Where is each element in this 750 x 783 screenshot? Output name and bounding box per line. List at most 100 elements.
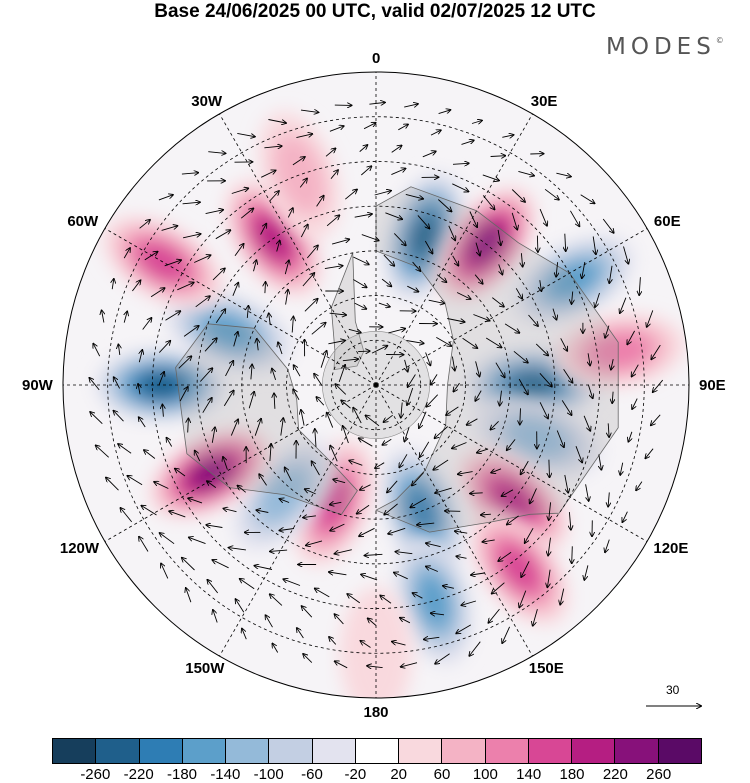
wind-arrow	[260, 224, 267, 235]
wind-arrow	[303, 654, 313, 663]
anomaly-center	[95, 349, 228, 421]
wind-arrow	[437, 199, 451, 212]
wind-arrow	[305, 489, 316, 495]
wind-arrow	[482, 195, 494, 209]
wind-arrow	[142, 318, 152, 330]
wind-arrow	[316, 397, 325, 406]
wind-arrow	[324, 266, 343, 269]
wind-arrow	[417, 523, 435, 525]
wind-arrow	[177, 283, 193, 291]
wind-arrow	[369, 102, 385, 104]
wind-arrow	[360, 484, 371, 490]
brand-mark: ©	[715, 36, 724, 45]
wind-arrow	[627, 330, 635, 344]
wind-arrow	[537, 235, 538, 252]
meridian-line	[375, 113, 533, 386]
wind-arrow	[259, 474, 267, 486]
wind-arrow	[456, 292, 471, 300]
wind-arrow	[435, 426, 448, 439]
wind-arrow	[294, 365, 301, 377]
wind-arrow	[183, 326, 199, 337]
wind-arrow	[525, 527, 534, 543]
wind-arrow	[564, 474, 568, 493]
wind-arrow	[608, 423, 609, 437]
meridian-line	[104, 228, 377, 386]
wind-arrow	[139, 417, 146, 428]
wind-arrow	[127, 476, 143, 486]
wind-arrow	[281, 418, 284, 436]
wind-arrow	[349, 461, 363, 466]
wind-arrow	[563, 369, 573, 382]
wind-arrow	[223, 509, 237, 512]
wind-arrow	[611, 359, 613, 370]
wind-arrow	[572, 546, 573, 563]
wind-arrow	[300, 225, 308, 238]
wind-arrow	[387, 480, 398, 493]
wind-arrow	[329, 126, 344, 132]
wind-arrow	[608, 492, 609, 506]
wind-arrow	[401, 402, 402, 418]
wind-arrow	[314, 374, 323, 387]
wind-arrow	[521, 460, 529, 474]
wind-arrow	[207, 580, 219, 594]
longitude-label: 120W	[59, 540, 100, 557]
wind-arrow	[354, 214, 372, 218]
wind-arrow	[585, 484, 589, 501]
wind-arrow	[540, 280, 542, 291]
wind-arrow	[278, 342, 283, 355]
wind-arrow	[120, 508, 133, 523]
wind-arrow	[399, 454, 408, 467]
wind-arrow	[186, 588, 192, 603]
wind-arrow	[342, 359, 358, 361]
wind-arrow	[202, 398, 212, 413]
wind-arrow	[277, 241, 280, 252]
wind-arrow	[272, 369, 277, 381]
wind-arrow	[231, 188, 249, 194]
wind-arrow	[547, 569, 550, 588]
wind-arrow	[435, 653, 450, 664]
wind-arrow	[405, 359, 408, 372]
colorbar-tick-label: -260	[80, 766, 111, 783]
wind-arrow	[366, 415, 380, 427]
colorbar-tick-label: -220	[123, 766, 154, 783]
wind-arrow	[215, 309, 225, 323]
wind-arrow	[475, 390, 482, 401]
wind-arrow	[456, 556, 467, 558]
wind-arrow	[593, 236, 596, 255]
wind-arrow	[254, 419, 261, 436]
wind-arrow	[477, 448, 489, 453]
wind-arrow	[330, 446, 338, 462]
wind-arrow	[408, 374, 416, 388]
wind-arrow	[335, 661, 348, 669]
wind-arrow	[556, 172, 571, 176]
wind-arrow	[371, 346, 387, 354]
wind-arrow	[264, 146, 281, 148]
colorbar-tick-label: 260	[646, 766, 672, 783]
wind-arrow	[375, 462, 385, 468]
wind-arrow	[609, 265, 612, 283]
wind-arrow	[533, 608, 538, 626]
wind-arrow	[106, 478, 119, 491]
wind-arrow	[188, 419, 189, 433]
wind-arrow	[357, 504, 370, 513]
latitude-circle	[286, 295, 466, 475]
colorbar-swatch	[528, 739, 573, 763]
wind-arrow	[182, 202, 200, 204]
wind-arrow	[279, 529, 295, 531]
wind-arrow	[297, 628, 304, 639]
wind-arrow	[165, 311, 181, 321]
wind-arrow	[182, 558, 195, 571]
map-disk	[63, 72, 689, 698]
wind-arrow	[417, 215, 430, 228]
wind-arrow	[520, 408, 521, 424]
wind-arrow	[424, 637, 440, 639]
wind-arrow	[254, 566, 273, 570]
longitude-label: 90W	[22, 376, 53, 394]
wind-arrow	[154, 482, 169, 489]
wind-arrow	[580, 194, 595, 204]
wind-arrow	[400, 618, 411, 624]
wind-arrow	[513, 350, 528, 362]
colorbar-swatch	[572, 739, 616, 763]
wind-arrow	[299, 179, 307, 188]
wind-arrow	[443, 586, 454, 589]
